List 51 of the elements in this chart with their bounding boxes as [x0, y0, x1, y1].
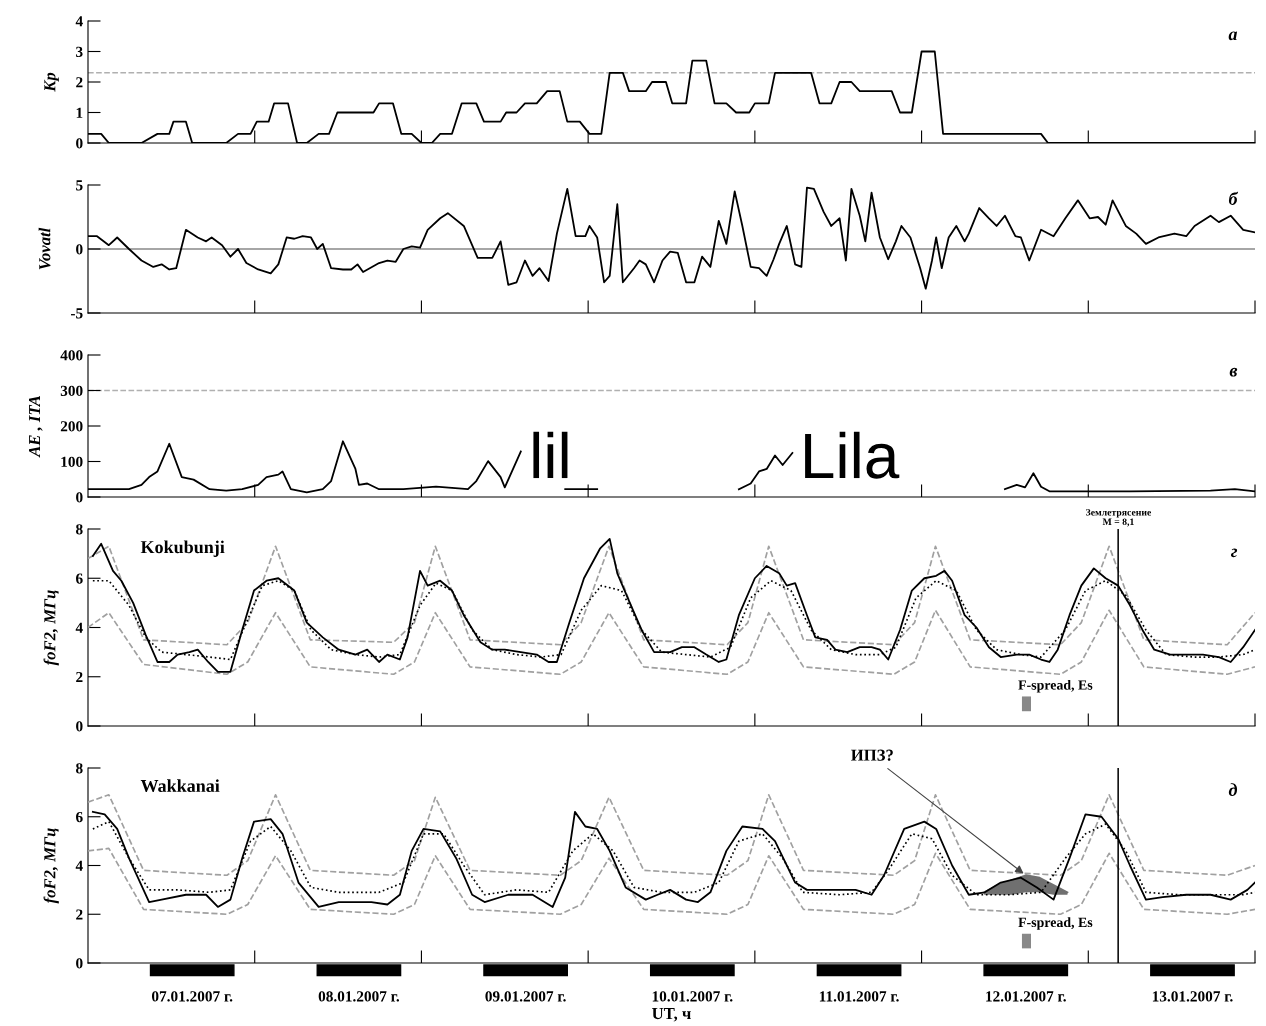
annotation: Lila	[805, 431, 900, 479]
x-tick-label: 09.01.2007 г.	[485, 991, 566, 1002]
y-tick-label: 0	[76, 244, 83, 255]
chart-title: б	[1228, 191, 1239, 205]
y-tick-label: 2	[76, 909, 83, 920]
annotation: lil	[533, 431, 568, 479]
y-axis-title: foF2, МГц	[43, 590, 59, 666]
x-tick-label: 13.01.2007 г.	[1152, 991, 1233, 1002]
y-axis-title: Vovatl	[38, 227, 51, 270]
y-tick-label: 0	[76, 721, 83, 732]
x-axis-title: UT, ч	[652, 1008, 691, 1022]
x-tick-label: 12.01.2007 г.	[986, 991, 1066, 1002]
y-tick-label: 200	[60, 421, 83, 432]
y-tick-label: 5	[76, 180, 83, 191]
x-tick-label: 07.01.2007 г.	[151, 991, 233, 1002]
y-tick-label: 4	[75, 622, 83, 633]
y-axis-title: AE , ITA	[29, 395, 43, 458]
y-tick-label: 0	[76, 958, 83, 969]
y-axis-title: Kp	[44, 72, 59, 92]
y-tick-label: 6	[76, 573, 83, 584]
line-series	[88, 847, 1255, 916]
y-tick-label: 4	[75, 860, 83, 871]
annotation: F-spread, Es	[1018, 679, 1093, 693]
annotation: ИПЗ?	[851, 749, 893, 761]
y-tick-label: 2	[76, 671, 83, 683]
line-series	[88, 609, 1255, 676]
chart-subtitle: Wakkanai	[140, 779, 220, 793]
y-tick-label: 400	[60, 350, 83, 361]
annotation: F-spread, Es	[1018, 917, 1093, 930]
chart-title: в	[1229, 367, 1238, 377]
y-tick-label: 8	[76, 524, 83, 535]
text: д	[1228, 783, 1238, 796]
y-tick-label: -5	[70, 308, 83, 319]
y-tick-label: 6	[76, 811, 83, 823]
y-tick-label: 2	[76, 77, 83, 88]
y-tick-label: 4	[75, 16, 83, 27]
y-tick-label: 0	[76, 138, 83, 149]
x-tick-label: 10.01.2007 г.	[652, 991, 733, 1002]
x-tick-label: 08.01.2007 г.	[318, 991, 400, 1002]
text: Kokubunji	[140, 540, 225, 557]
y-tick-label: 3	[76, 46, 83, 57]
text: г	[1230, 548, 1238, 558]
y-axis-title: foF2, МГц	[43, 828, 59, 904]
y-tick-label: 0	[76, 492, 83, 503]
x-tick-label: 11.01.2007 г.	[819, 991, 899, 1002]
y-tick-label: 100	[61, 456, 83, 467]
y-tick-label: 300	[60, 385, 83, 396]
chart-title: а	[1228, 31, 1238, 41]
y-tick-label: 8	[76, 763, 83, 774]
y-tick-label: 1	[76, 107, 83, 118]
text: Землетрясение M = 8,1	[1086, 509, 1152, 527]
